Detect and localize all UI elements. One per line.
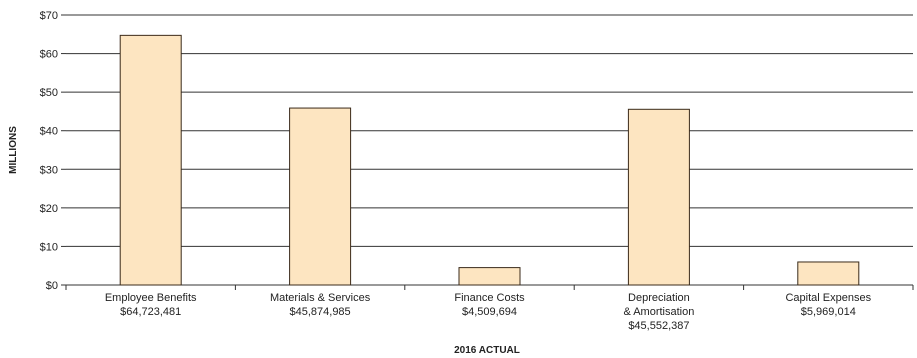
y-tick-label: $40 (40, 126, 58, 138)
y-tick-label: $60 (40, 49, 58, 61)
category-label-line: Capital Expenses (785, 292, 871, 304)
category-label-line: & Amortisation (623, 306, 694, 318)
y-tick-label: $0 (46, 280, 58, 292)
category-label: Finance Costs $4,509,694 (454, 292, 525, 318)
category-label-line: Employee Benefits (105, 292, 197, 304)
bars (119, 34, 860, 286)
category-label-line: $4,509,694 (462, 306, 517, 318)
category-label-line: Materials & Services (270, 292, 371, 304)
category-label: Materials & Services $45,874,985 (270, 292, 371, 318)
bar (627, 108, 690, 286)
category-label-line: $45,874,985 (290, 306, 351, 318)
category-label: Depreciation & Amortisation $45,552,387 (623, 292, 694, 332)
bar (119, 34, 182, 286)
y-tick-label: $70 (40, 10, 58, 22)
x-axis-ticks (65, 285, 914, 290)
bar (289, 107, 352, 286)
gridlines (61, 14, 913, 286)
category-label: Capital Expenses $5,969,014 (785, 292, 871, 318)
bar (797, 261, 860, 286)
y-tick-label: $50 (40, 87, 58, 99)
category-label-line: Depreciation (628, 292, 690, 304)
y-tick-label: $30 (40, 164, 58, 176)
bar (458, 267, 521, 286)
y-axis-title: MILLIONS (8, 126, 19, 174)
category-label-line: Finance Costs (454, 292, 525, 304)
category-labels: Employee Benefits $64,723,481 Materials & … (105, 292, 872, 332)
category-label-line: $5,969,014 (801, 306, 856, 318)
x-axis-title: 2016 ACTUAL (454, 345, 520, 356)
y-tick-label: $20 (40, 203, 58, 215)
category-label: Employee Benefits $64,723,481 (105, 292, 197, 318)
y-tick-label: $10 (40, 241, 58, 253)
category-label-line: $45,552,387 (628, 320, 689, 332)
category-label-line: $64,723,481 (120, 306, 181, 318)
y-axis-ticks: $0 $10 $20 $30 $40 $50 $60 $70 (40, 10, 58, 292)
